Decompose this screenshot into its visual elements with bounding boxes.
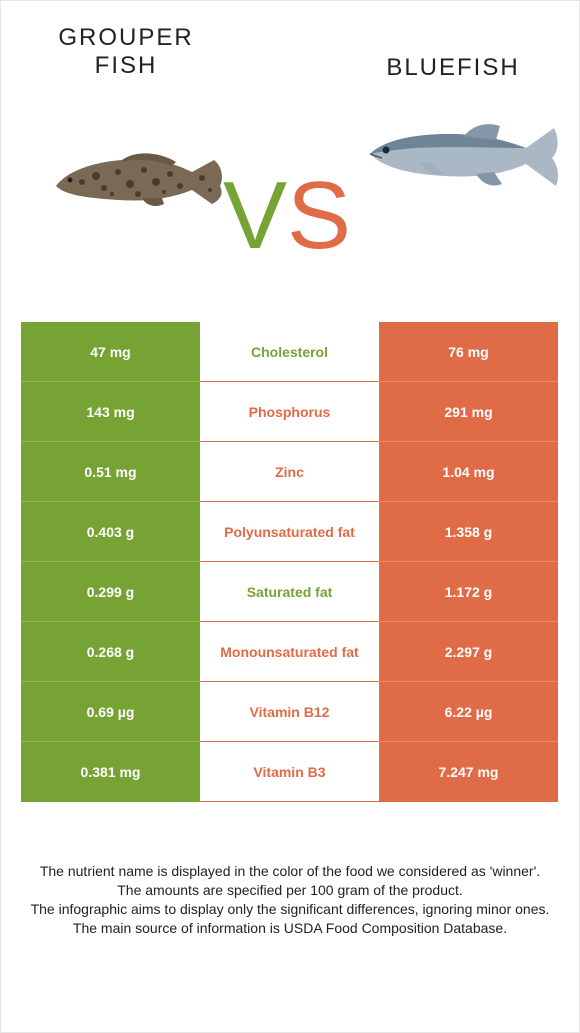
left-value: 0.299 g: [21, 562, 200, 622]
left-title-line2: FISH: [94, 52, 158, 79]
nutrient-name: Phosphorus: [200, 382, 379, 442]
left-value: 0.403 g: [21, 502, 200, 562]
right-value: 291 mg: [379, 382, 558, 442]
footer-line-aims: The infographic aims to display only the…: [30, 901, 550, 917]
nutrient-name: Cholesterol: [200, 322, 379, 382]
table-row: 47 mg Cholesterol 76 mg: [21, 322, 558, 382]
right-food-title: BLUEFISH: [386, 54, 520, 81]
vs-label: VS: [222, 168, 352, 264]
vs-s: S: [287, 162, 352, 269]
nutrient-name: Saturated fat: [200, 562, 379, 622]
footer-line-source: The main source of information is USDA F…: [72, 920, 508, 936]
left-value: 0.69 µg: [21, 682, 200, 742]
left-value: 47 mg: [21, 322, 200, 382]
nutrient-name: Vitamin B3: [200, 742, 379, 802]
footer-line-amounts: The amounts are specified per 100 gram o…: [117, 882, 463, 898]
left-food-title: GROUPER FISH: [36, 24, 216, 80]
left-value: 0.51 mg: [21, 442, 200, 502]
nutrient-name: Zinc: [200, 442, 379, 502]
right-value: 6.22 µg: [379, 682, 558, 742]
table-row: 0.69 µg Vitamin B12 6.22 µg: [21, 682, 558, 742]
right-value: 1.04 mg: [379, 442, 558, 502]
right-value: 1.172 g: [379, 562, 558, 622]
nutrient-name: Polyunsaturated fat: [200, 502, 379, 562]
nutrient-name: Vitamin B12: [200, 682, 379, 742]
left-value: 143 mg: [21, 382, 200, 442]
bluefish-image: [369, 124, 559, 186]
right-value: 76 mg: [379, 322, 558, 382]
right-value: 7.247 mg: [379, 742, 558, 802]
left-value: 0.268 g: [21, 622, 200, 682]
table-row: 0.51 mg Zinc 1.04 mg: [21, 442, 558, 502]
vs-v: V: [222, 162, 287, 269]
table-row: 0.403 g Polyunsaturated fat 1.358 g: [21, 502, 558, 562]
right-value: 2.297 g: [379, 622, 558, 682]
footer-line-winner: The nutrient name is displayed in the co…: [39, 863, 541, 879]
left-title-line1: GROUPER: [58, 24, 194, 51]
right-value: 1.358 g: [379, 502, 558, 562]
footer-notes: The nutrient name is displayed in the co…: [20, 862, 560, 938]
table-row: 143 mg Phosphorus 291 mg: [21, 382, 558, 442]
table-row: 0.268 g Monounsaturated fat 2.297 g: [21, 622, 558, 682]
table-row: 0.299 g Saturated fat 1.172 g: [21, 562, 558, 622]
left-value: 0.381 mg: [21, 742, 200, 802]
table-row: 0.381 mg Vitamin B3 7.247 mg: [21, 742, 558, 802]
comparison-table: 47 mg Cholesterol 76 mg 143 mg Phosphoru…: [21, 322, 558, 802]
nutrient-name: Monounsaturated fat: [200, 622, 379, 682]
grouper-fish-image: [56, 153, 222, 206]
